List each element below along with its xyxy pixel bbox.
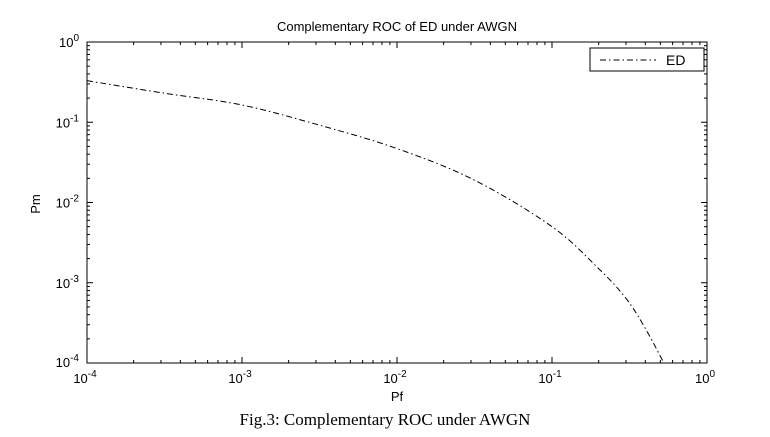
x-axis-label: Pf: [391, 389, 404, 404]
figure-caption: Fig.3: Complementary ROC under AWGN: [239, 410, 531, 429]
chart-title: Complementary ROC of ED under AWGN: [277, 19, 517, 34]
x-tick-label: 100: [695, 369, 715, 386]
y-tick-label: 10-1: [56, 113, 80, 130]
legend-box: [589, 47, 705, 72]
legend: ED: [589, 47, 705, 72]
y-tick-label: 10-2: [56, 194, 80, 211]
legend-label-ed: ED: [666, 52, 685, 68]
x-tick-label: 10-2: [383, 369, 407, 386]
x-tick-label: 10-3: [228, 369, 252, 386]
series-line-ed: [86, 80, 664, 362]
x-tick-label: 10-1: [538, 369, 562, 386]
y-tick-label: 10-4: [56, 353, 80, 370]
x-tick-label: 10-4: [73, 369, 97, 386]
plot-frame: [86, 41, 708, 364]
y-axis-label: Pm: [28, 194, 43, 214]
y-tick-label: 10-3: [56, 274, 80, 291]
y-tick-label: 100: [59, 33, 79, 50]
